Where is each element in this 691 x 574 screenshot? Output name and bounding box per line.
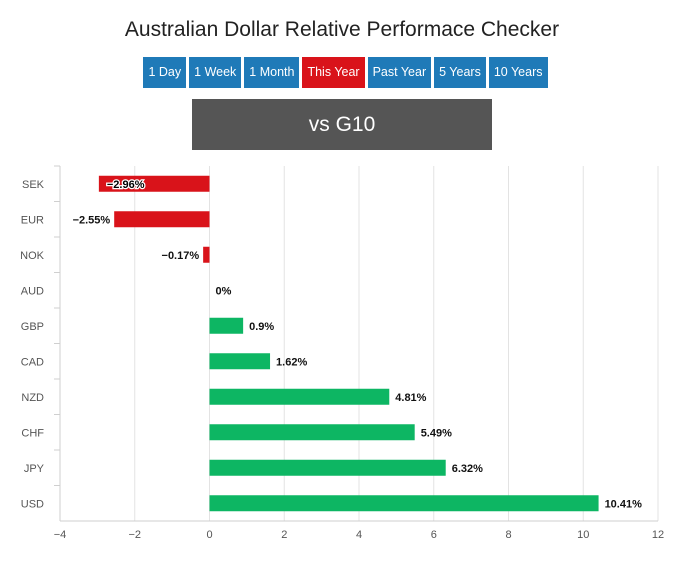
category-label: CAD [21, 356, 44, 368]
period-button-5-years[interactable]: 5 Years [434, 57, 486, 88]
x-tick-label: 0 [206, 529, 212, 541]
category-label: JPY [24, 463, 45, 475]
x-tick-label: 10 [577, 529, 589, 541]
x-tick-label: 8 [505, 529, 511, 541]
category-label: EUR [21, 214, 44, 226]
bar-cad [209, 353, 271, 370]
bar-eur [114, 211, 210, 228]
value-label: 0.9% [249, 321, 274, 333]
x-tick-label: 6 [431, 529, 437, 541]
value-label: −0.17% [162, 250, 200, 262]
bar-sek [98, 175, 210, 192]
value-label: −2.96% [107, 179, 145, 191]
comparison-banner: vs G10 [192, 99, 492, 150]
x-tick-label: −4 [54, 529, 67, 541]
period-button-1-week[interactable]: 1 Week [189, 57, 242, 88]
x-tick-label: 4 [356, 529, 362, 541]
period-button-past-year[interactable]: Past Year [367, 57, 432, 88]
category-label: SEK [22, 179, 45, 191]
value-label: −2.55% [73, 214, 111, 226]
category-label: GBP [21, 321, 44, 333]
x-tick-label: −2 [128, 529, 141, 541]
period-button-1-month[interactable]: 1 Month [244, 57, 300, 88]
value-label: 1.62% [276, 356, 307, 368]
category-label: NOK [20, 250, 45, 262]
bar-nzd [209, 388, 390, 405]
period-selector: 1 Day 1 Week 1 Month This Year Past Year… [0, 57, 691, 88]
value-label: 0% [216, 285, 232, 297]
period-button-10-years[interactable]: 10 Years [488, 57, 548, 88]
bar-jpy [209, 459, 446, 476]
value-label: 4.81% [395, 392, 426, 404]
bar-gbp [209, 317, 244, 334]
category-label: AUD [21, 285, 44, 297]
chart-bars [98, 175, 599, 512]
chart-title: Australian Dollar Relative Performace Ch… [124, 18, 560, 41]
bar-chf [209, 424, 415, 441]
period-button-1-day[interactable]: 1 Day [143, 57, 187, 88]
period-button-this-year[interactable]: This Year [302, 57, 365, 88]
bar-usd [209, 495, 599, 512]
value-label: 6.32% [452, 463, 483, 475]
bar-chart: −4 −2 0 2 4 6 8 10 12 SEK EUR NOK AUD GBP CAD NZD CHF JPY… [20, 165, 664, 541]
value-label: 5.49% [421, 427, 452, 439]
bar-nok [203, 246, 210, 263]
category-label: NZD [21, 392, 44, 404]
category-label: CHF [21, 427, 44, 439]
value-label: 10.41% [605, 498, 643, 510]
category-label: USD [21, 498, 44, 510]
x-tick-label: 12 [652, 529, 664, 541]
x-tick-label: 2 [281, 529, 287, 541]
chart-axes: −4 −2 0 2 4 6 8 10 12 SEK EUR NOK AUD GBP CAD NZD CHF JPY… [20, 165, 664, 541]
chart-labels: −2.96% −2.55% −0.17% 0% 0.9% 1.62% 4.81% 5.49% 6… [73, 178, 643, 511]
